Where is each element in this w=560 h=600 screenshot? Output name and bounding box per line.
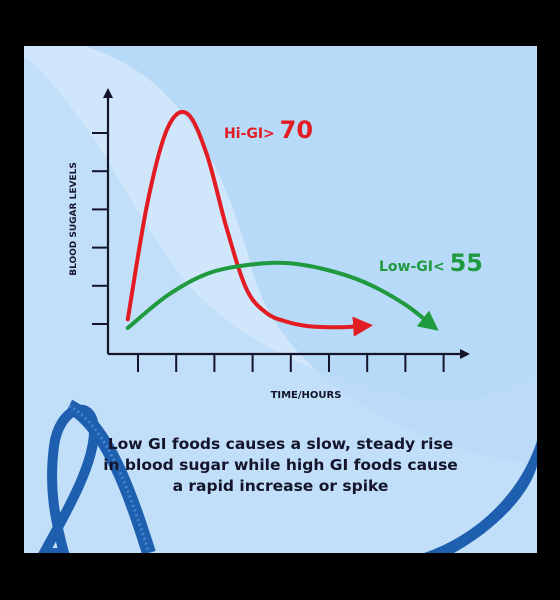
caption-line-3: a rapid increase or spike xyxy=(172,477,389,495)
y-axis-arrowhead xyxy=(103,88,113,98)
x-axis-label: TIME/HOURS xyxy=(271,390,342,401)
series-line-hi-gi xyxy=(125,109,374,337)
caption-text: Low GI foods causes a slow, steady rise … xyxy=(24,434,537,497)
x-axis-arrowhead xyxy=(460,349,470,359)
chart-labels: Hi-GI> 70 Low-GI< 55 xyxy=(224,116,483,277)
y-axis-label: BLOOD SUGAR LEVELS xyxy=(69,162,79,276)
chart-axes: TIME/HOURS BLOOD SUGAR LEVELS xyxy=(69,88,470,401)
series-label-value: 55 xyxy=(450,249,483,277)
blood-sugar-chart: TIME/HOURS BLOOD SUGAR LEVELS Hi-GI> 70 Lo… xyxy=(69,88,483,401)
chart-series xyxy=(125,109,439,337)
ribbon-right-decoration xyxy=(424,441,537,553)
series-label-hi-gi: Hi-GI> 70 xyxy=(224,116,313,144)
caption-line-2: in blood sugar while high GI foods cause xyxy=(103,456,458,474)
infographic-card: TIME/HOURS BLOOD SUGAR LEVELS Hi-GI> 70 Lo… xyxy=(24,46,537,553)
series-label-low-gi: Low-GI< 55 xyxy=(379,249,483,277)
series-label-prefix: Low-GI< xyxy=(379,259,450,275)
caption-line-1: Low GI foods causes a slow, steady rise xyxy=(107,435,454,453)
series-label-value: 70 xyxy=(280,116,313,144)
series-label-prefix: Hi-GI> xyxy=(224,126,280,142)
series-line-low-gi xyxy=(125,260,439,331)
